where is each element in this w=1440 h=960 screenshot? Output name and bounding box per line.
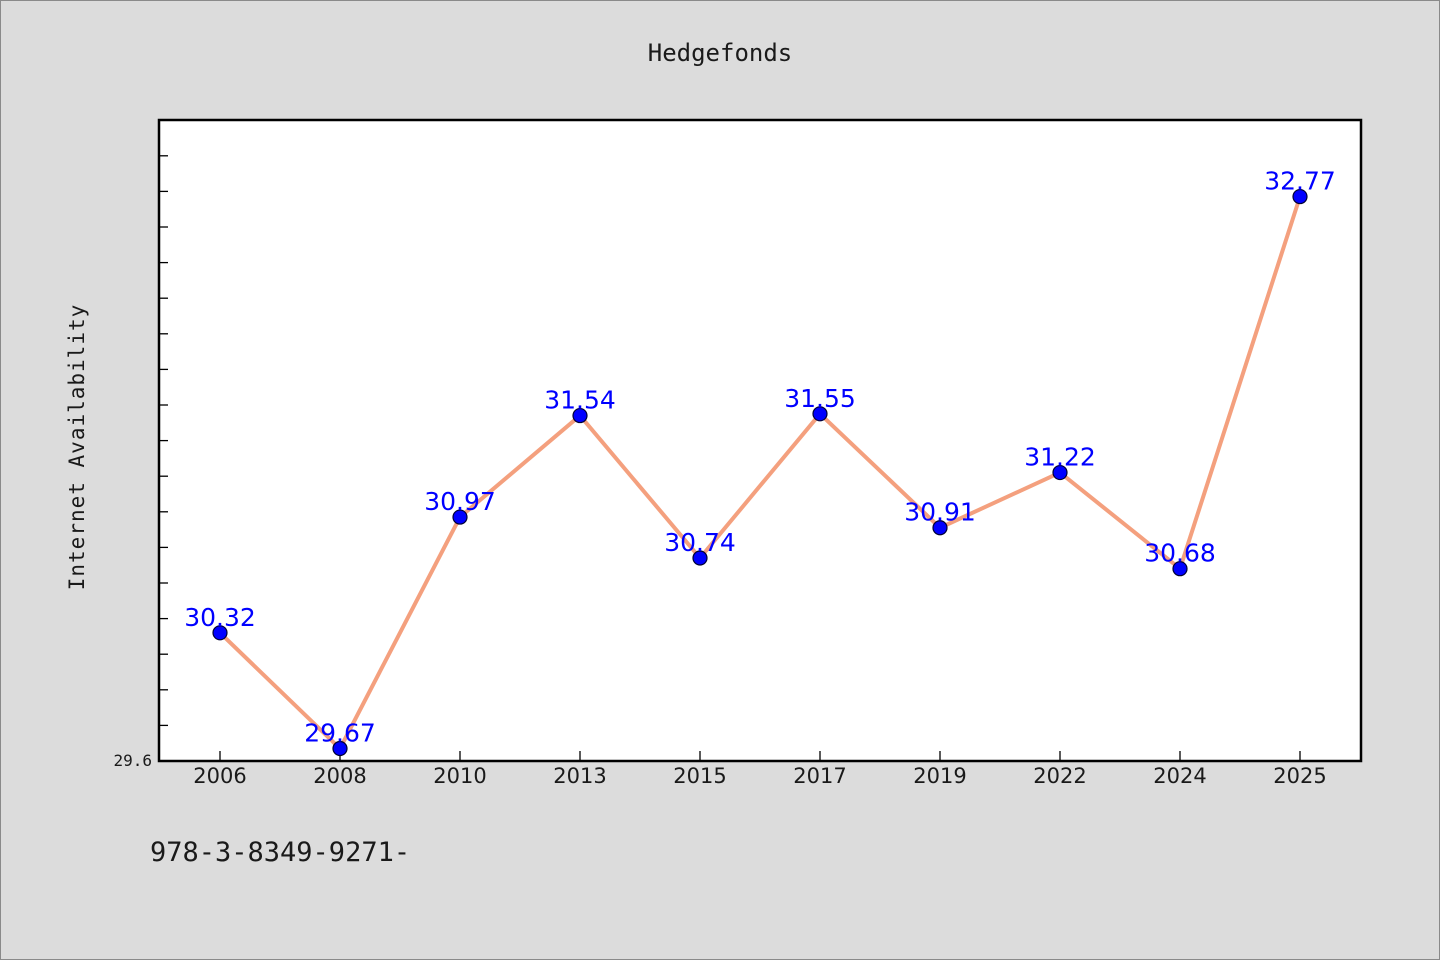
data-label: 32.77: [1264, 167, 1336, 196]
data-label: 30.91: [904, 498, 976, 527]
x-tick-label: 2025: [1273, 764, 1326, 788]
data-point: [1172, 561, 1188, 577]
data-label: 31.55: [784, 384, 856, 413]
x-tick-label: 2024: [1153, 764, 1206, 788]
data-label: 31.22: [1024, 443, 1096, 472]
y-tick-label: 29.6: [113, 751, 152, 770]
y-axis-ticks: [159, 155, 168, 727]
data-label: 30.68: [1144, 539, 1216, 568]
data-labels: 30.32 29.67 30.97 31.54 30.74 31.55 30.91 31.22…: [184, 167, 1336, 748]
data-point: [932, 520, 948, 536]
data-label: 30.97: [424, 487, 496, 516]
data-point: [692, 550, 708, 566]
data-points: [212, 188, 1308, 757]
series-line: [218, 194, 1302, 751]
x-axis: 2006 2008 2010 2013 2015 2017 2019 2022 2024 2025: [193, 751, 1327, 788]
plot-area: [157, 118, 1363, 763]
x-tick-label: 2022: [1033, 764, 1086, 788]
data-point: [572, 407, 588, 424]
x-tick-label: 2015: [673, 764, 726, 788]
data-point: [332, 740, 348, 757]
data-point: [1292, 188, 1308, 205]
y-axis-label: Internet Availability: [65, 304, 89, 591]
data-point: [812, 406, 828, 422]
x-tick-label: 2008: [313, 764, 366, 788]
x-tick-label: 2010: [433, 764, 486, 788]
x-tick-label: 2017: [793, 764, 846, 788]
x-tick-label: 2006: [193, 764, 246, 788]
data-label: 30.32: [184, 603, 256, 632]
data-label: 30.74: [664, 528, 736, 557]
data-point: [1052, 464, 1068, 481]
x-tick-label: 2013: [553, 764, 606, 788]
x-tick-label: 2019: [913, 764, 966, 788]
isbn-text: 978-3-8349-9271-: [150, 837, 410, 868]
series-path: [218, 194, 1302, 751]
data-point: [452, 509, 468, 525]
data-point: [212, 625, 228, 641]
data-label: 31.54: [544, 386, 616, 415]
data-label: 29.67: [304, 719, 376, 748]
chart-title: Hedgefonds: [648, 39, 793, 67]
